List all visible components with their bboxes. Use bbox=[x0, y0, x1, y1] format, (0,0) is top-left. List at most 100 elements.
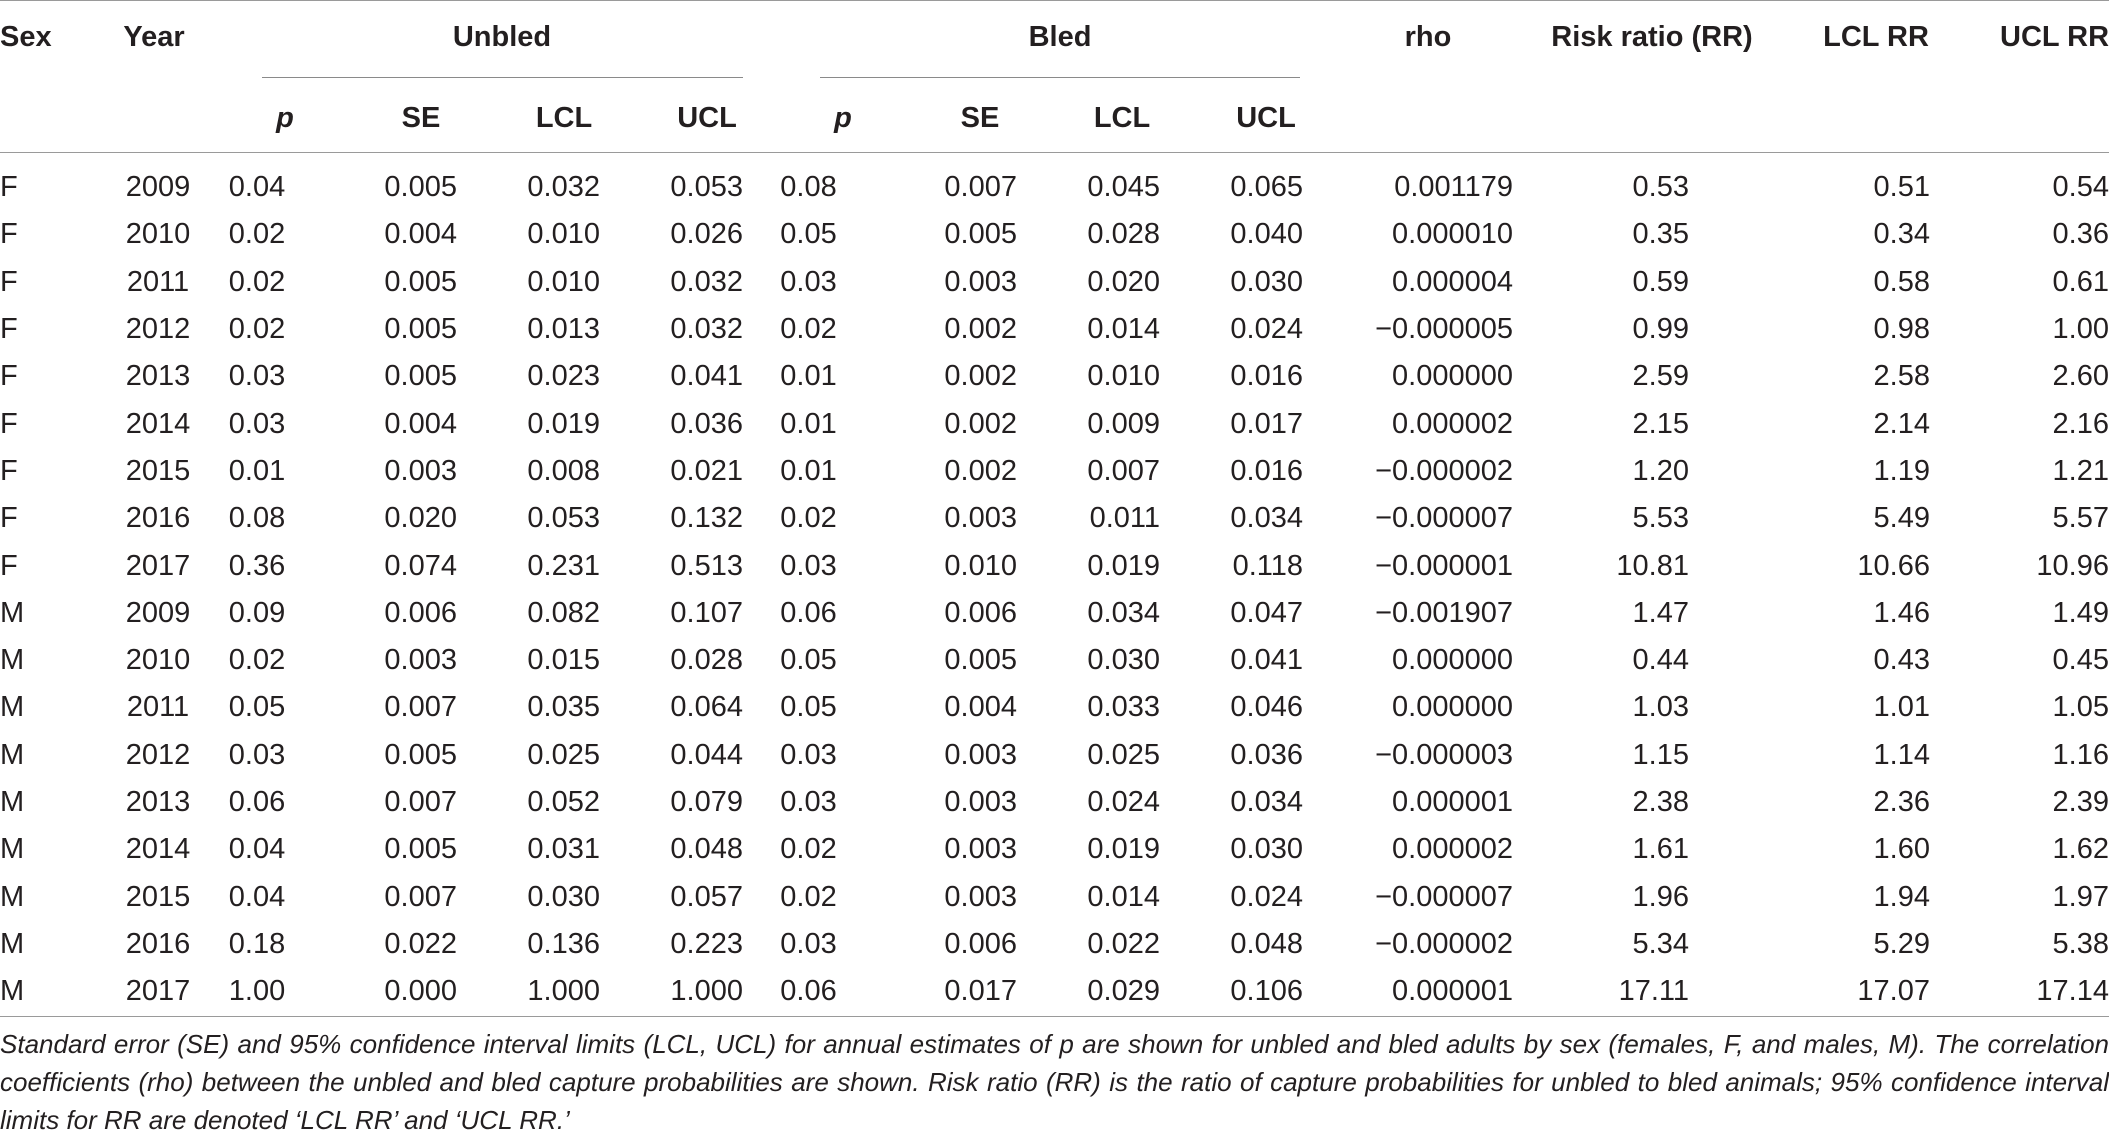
subheader-bled-p: p bbox=[834, 102, 852, 134]
table-row: M 2012 0.03 0.005 0.025 0.044 0.03 0.003 0.025 0.… bbox=[0, 732, 2109, 779]
cell-risk-ratio: 1.61 bbox=[1632, 833, 1689, 866]
header-bled: Bled bbox=[1028, 21, 1092, 53]
table-row: M 2015 0.04 0.007 0.030 0.057 0.02 0.003 0.014 0.… bbox=[0, 873, 2109, 920]
cell-unbled-lcl: 0.031 bbox=[527, 833, 600, 866]
cell-unbled-ucl: 0.036 bbox=[670, 407, 743, 440]
cell-risk-ratio: 0.35 bbox=[1632, 218, 1689, 251]
subheader-unbled-se: SE bbox=[401, 102, 441, 134]
cell-unbled-ucl: 0.026 bbox=[670, 218, 743, 251]
cell-unbled-lcl: 0.013 bbox=[527, 313, 600, 346]
cell-unbled-lcl: 0.082 bbox=[527, 596, 600, 629]
cell-ucl-rr: 10.96 bbox=[2036, 549, 2109, 582]
cell-unbled-p: 0.03 bbox=[228, 407, 286, 440]
cell-unbled-ucl: 0.053 bbox=[670, 171, 743, 204]
cell-risk-ratio: 17.11 bbox=[1618, 975, 1689, 1008]
cell-ucl-rr: 0.45 bbox=[2052, 644, 2109, 677]
cell-bled-ucl: 0.047 bbox=[1230, 596, 1303, 629]
cell-risk-ratio: 1.47 bbox=[1632, 596, 1689, 629]
table-row: F 2012 0.02 0.005 0.013 0.032 0.02 0.002 0.014 0.… bbox=[0, 306, 2109, 353]
cell-year: 2011 bbox=[126, 691, 190, 724]
cell-unbled-lcl: 1.000 bbox=[527, 975, 600, 1008]
table-row: M 2017 1.00 0.000 1.000 1.000 0.06 0.017 0.029 0.… bbox=[0, 968, 2109, 1015]
table-row: M 2010 0.02 0.003 0.015 0.028 0.05 0.005 0.030 0.… bbox=[0, 637, 2109, 684]
cell-bled-se: 0.006 bbox=[944, 596, 1017, 629]
cell-unbled-p: 0.03 bbox=[228, 360, 286, 393]
cell-bled-p: 0.01 bbox=[780, 407, 837, 440]
cell-bled-ucl: 0.106 bbox=[1230, 975, 1303, 1008]
table-top-rule bbox=[0, 0, 2109, 1]
cell-unbled-p: 0.06 bbox=[228, 786, 286, 818]
header-bottom-rule bbox=[0, 152, 2109, 153]
cell-bled-p: 0.03 bbox=[780, 927, 837, 960]
cell-bled-lcl: 0.022 bbox=[1087, 927, 1160, 960]
cell-bled-ucl: 0.016 bbox=[1230, 360, 1303, 393]
cell-unbled-ucl: 0.079 bbox=[670, 786, 743, 818]
cell-bled-se: 0.005 bbox=[944, 644, 1017, 677]
cell-ucl-rr: 1.05 bbox=[2052, 691, 2109, 724]
table-row: F 2009 0.04 0.005 0.032 0.053 0.08 0.007 0.045 0.… bbox=[0, 164, 2109, 211]
table-row: M 2016 0.18 0.022 0.136 0.223 0.03 0.006 0.022 0.… bbox=[0, 921, 2109, 968]
cell-risk-ratio: 2.38 bbox=[1632, 786, 1689, 818]
header-rho: rho bbox=[1404, 21, 1452, 53]
cell-lcl-rr: 2.14 bbox=[1873, 407, 1930, 440]
data-table: F 2009 0.04 0.005 0.032 0.053 0.08 0.007 0.045 0.… bbox=[0, 164, 2109, 1015]
cell-lcl-rr: 0.51 bbox=[1873, 171, 1930, 204]
cell-unbled-lcl: 0.023 bbox=[527, 360, 600, 393]
cell-unbled-se: 0.005 bbox=[384, 171, 457, 204]
cell-rho: −0.000001 bbox=[1375, 549, 1513, 582]
cell-year: 2014 bbox=[125, 833, 191, 866]
cell-ucl-rr: 0.54 bbox=[2052, 171, 2109, 204]
cell-ucl-rr: 5.57 bbox=[2052, 502, 2109, 535]
cell-bled-se: 0.005 bbox=[944, 218, 1017, 251]
cell-unbled-se: 0.004 bbox=[384, 218, 457, 251]
cell-bled-ucl: 0.118 bbox=[1232, 549, 1303, 582]
cell-ucl-rr: 1.97 bbox=[2052, 880, 2109, 913]
cell-bled-p: 0.05 bbox=[780, 644, 837, 677]
cell-unbled-ucl: 0.223 bbox=[670, 927, 743, 960]
cell-bled-p: 0.08 bbox=[780, 171, 837, 204]
cell-year: 2014 bbox=[125, 407, 191, 440]
cell-bled-lcl: 0.020 bbox=[1087, 265, 1160, 298]
cell-bled-lcl: 0.028 bbox=[1087, 218, 1160, 251]
cell-bled-se: 0.003 bbox=[944, 833, 1017, 866]
cell-unbled-lcl: 0.010 bbox=[527, 265, 600, 298]
cell-sex: M bbox=[0, 738, 25, 771]
cell-unbled-lcl: 0.035 bbox=[527, 691, 600, 724]
cell-rho: −0.001907 bbox=[1375, 596, 1513, 629]
cell-ucl-rr: 2.16 bbox=[2052, 407, 2109, 440]
cell-sex: F bbox=[0, 171, 18, 204]
cell-lcl-rr: 1.19 bbox=[1873, 454, 1930, 487]
table-row: F 2011 0.02 0.005 0.010 0.032 0.03 0.003 0.020 0.… bbox=[0, 259, 2109, 306]
cell-year: 2013 bbox=[125, 360, 191, 393]
cell-bled-se: 0.002 bbox=[944, 313, 1017, 346]
cell-risk-ratio: 0.53 bbox=[1632, 171, 1689, 204]
cell-unbled-se: 0.005 bbox=[384, 265, 457, 298]
table-row: F 2017 0.36 0.074 0.231 0.513 0.03 0.010 0.019 0.… bbox=[0, 542, 2109, 589]
cell-lcl-rr: 1.01 bbox=[1873, 691, 1930, 724]
cell-year: 2011 bbox=[126, 265, 190, 298]
cell-unbled-ucl: 0.107 bbox=[670, 596, 743, 629]
cell-ucl-rr: 0.36 bbox=[2052, 218, 2109, 251]
cell-bled-ucl: 0.034 bbox=[1230, 786, 1303, 818]
cell-unbled-p: 0.08 bbox=[228, 502, 286, 535]
cell-bled-lcl: 0.011 bbox=[1089, 502, 1160, 535]
cell-rho: −0.000002 bbox=[1375, 927, 1513, 960]
cell-risk-ratio: 0.99 bbox=[1632, 313, 1689, 346]
cell-unbled-p: 0.04 bbox=[228, 171, 286, 204]
cell-unbled-ucl: 0.048 bbox=[670, 833, 743, 866]
cell-bled-ucl: 0.065 bbox=[1230, 171, 1303, 204]
cell-unbled-ucl: 1.000 bbox=[670, 975, 743, 1008]
cell-unbled-p: 0.02 bbox=[228, 644, 286, 677]
cell-bled-se: 0.002 bbox=[944, 407, 1017, 440]
cell-bled-p: 0.02 bbox=[780, 833, 837, 866]
cell-lcl-rr: 0.98 bbox=[1873, 313, 1930, 346]
cell-rho: 0.000004 bbox=[1392, 265, 1513, 298]
cell-unbled-p: 0.04 bbox=[228, 833, 286, 866]
cell-unbled-lcl: 0.030 bbox=[527, 880, 600, 913]
cell-bled-se: 0.003 bbox=[944, 265, 1017, 298]
cell-year: 2009 bbox=[125, 171, 191, 204]
cell-year: 2010 bbox=[125, 218, 191, 251]
cell-unbled-ucl: 0.513 bbox=[670, 549, 743, 582]
table-row: M 2013 0.06 0.007 0.052 0.079 0.03 0.003 0.024 0.… bbox=[0, 779, 2109, 826]
cell-sex: F bbox=[0, 218, 18, 251]
